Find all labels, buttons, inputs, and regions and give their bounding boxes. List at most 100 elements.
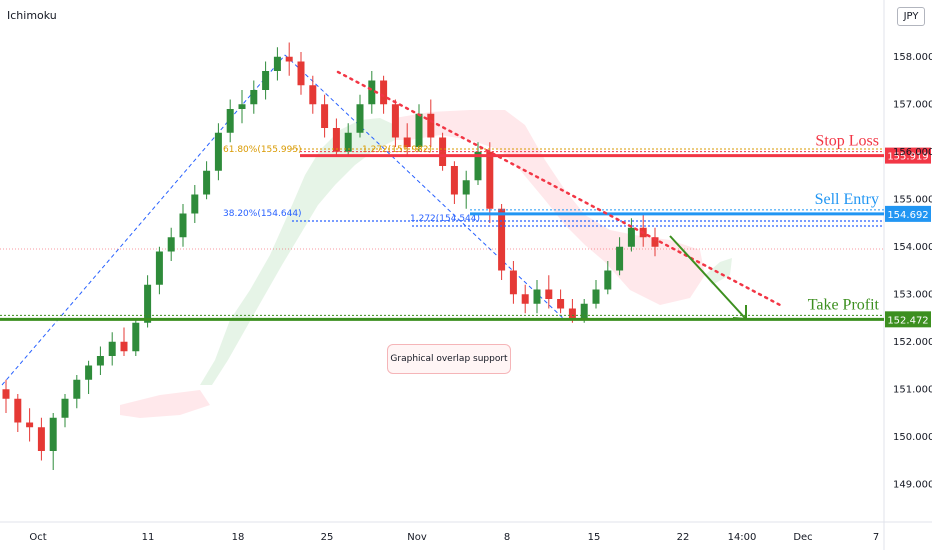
- fib-label-382: 38.20%(154.644): [223, 209, 302, 219]
- candle: [167, 227, 175, 261]
- price-tag-value: 154.692: [887, 210, 928, 221]
- level-label: Stop Loss: [815, 133, 879, 150]
- y-tick-label: 149.000: [893, 479, 932, 490]
- candle: [462, 170, 470, 209]
- candle: [368, 71, 376, 114]
- y-tick-label: 157.000: [893, 99, 932, 110]
- y-tick-label: 154.000: [893, 242, 932, 253]
- candle: [439, 132, 447, 171]
- candle: [26, 408, 34, 442]
- candle: [108, 332, 116, 366]
- y-tick-label: 152.000: [893, 337, 932, 348]
- candle: [262, 61, 270, 100]
- candle: [49, 413, 57, 470]
- candle: [616, 237, 624, 276]
- currency-label[interactable]: JPY: [897, 7, 925, 26]
- fib-label-1272-blue: 1.272(154.544): [410, 214, 480, 224]
- candle: [96, 346, 104, 375]
- level-label: Take Profit: [808, 296, 880, 313]
- level-sell-entry[interactable]: Sell Entry 154.692: [470, 191, 931, 222]
- candles: [2, 42, 659, 470]
- candle: [85, 360, 93, 394]
- fib-levels: [292, 148, 884, 227]
- candle: [214, 123, 222, 181]
- indicator-name[interactable]: Ichimoku: [7, 9, 57, 22]
- candle: [509, 261, 517, 304]
- x-tick-label: 15: [588, 532, 601, 543]
- descending-trendline: [336, 70, 782, 307]
- x-tick-label: Dec: [793, 532, 812, 543]
- projection-arrow: [669, 235, 747, 321]
- candle: [604, 261, 612, 295]
- x-tick-label: 7: [873, 532, 879, 543]
- candle: [250, 80, 258, 114]
- x-tick-label: 14:00: [728, 532, 757, 543]
- trade-levels: Stop Loss 155.919 Sell Entry 154.692 Take Pr…: [0, 133, 931, 328]
- candle: [627, 218, 635, 252]
- candle: [73, 375, 81, 409]
- level-stop-loss[interactable]: Stop Loss 155.919: [300, 133, 931, 164]
- candle: [203, 161, 211, 200]
- candle: [273, 47, 281, 81]
- candle: [592, 280, 600, 309]
- price-axis[interactable]: 149.000 150.000 151.000 152.000 153.000 154.0…: [893, 52, 932, 491]
- y-tick-label: 158.000: [893, 52, 932, 63]
- candle: [344, 123, 352, 157]
- y-tick-label: 155.000: [893, 194, 932, 205]
- time-axis[interactable]: Oct 11 18 25 Nov 8 15 22 14:00 Dec 7: [29, 532, 879, 543]
- x-tick-label: 18: [232, 532, 245, 543]
- price-tag: [885, 311, 931, 328]
- candle: [120, 327, 128, 356]
- cloud-green-area: [200, 118, 395, 385]
- x-tick-label: 25: [321, 532, 334, 543]
- candle: [297, 52, 305, 95]
- candle: [238, 90, 246, 124]
- candle: [427, 99, 435, 147]
- candle: [332, 118, 340, 157]
- candle: [179, 204, 187, 247]
- fib-tool-lines: [1, 54, 566, 386]
- candle: [191, 185, 199, 223]
- fib-label-618: 61.80%(155.995): [223, 145, 302, 155]
- fib-dashed-up: [1, 54, 286, 386]
- fib-dashed-down: [284, 54, 566, 321]
- candle: [651, 227, 659, 257]
- candle: [391, 99, 399, 147]
- price-tag-value: 152.472: [887, 315, 928, 326]
- candle: [155, 246, 163, 295]
- candle: [285, 42, 293, 76]
- candle: [415, 104, 423, 152]
- candle: [132, 318, 140, 356]
- x-tick-label: Nov: [407, 532, 427, 543]
- candle: [498, 204, 506, 280]
- candle: [321, 94, 329, 138]
- x-tick-label: 8: [504, 532, 510, 543]
- candle: [356, 94, 364, 138]
- price-tag-value: 155.919: [887, 152, 928, 163]
- fib-label-1272-orange: 1.272(155.982): [362, 145, 432, 155]
- cloud-red-area-top: [395, 110, 705, 305]
- candle: [521, 284, 529, 314]
- level-take-profit[interactable]: Take Profit 152.472: [0, 296, 931, 328]
- y-tick-label: 156.000: [893, 147, 932, 158]
- y-tick-label: 150.000: [893, 432, 932, 443]
- x-tick-label: Oct: [29, 532, 46, 543]
- price-tag: [885, 205, 931, 222]
- candle: [403, 123, 411, 157]
- y-tick-label: 151.000: [893, 384, 932, 395]
- candle: [309, 75, 317, 114]
- candle: [226, 99, 234, 143]
- candle: [545, 275, 553, 309]
- x-tick-label: 11: [142, 532, 155, 543]
- y-tick-label: 153.000: [893, 289, 932, 300]
- candle: [557, 289, 565, 314]
- cloud-red-area-left: [120, 390, 210, 418]
- candle: [2, 379, 10, 413]
- x-tick-label: 22: [677, 532, 690, 543]
- overlay-support-note: Graphical overlap support: [387, 344, 511, 374]
- candle: [37, 417, 45, 461]
- level-label: Sell Entry: [815, 191, 879, 208]
- price-tag: [885, 147, 931, 164]
- candle: [533, 280, 541, 314]
